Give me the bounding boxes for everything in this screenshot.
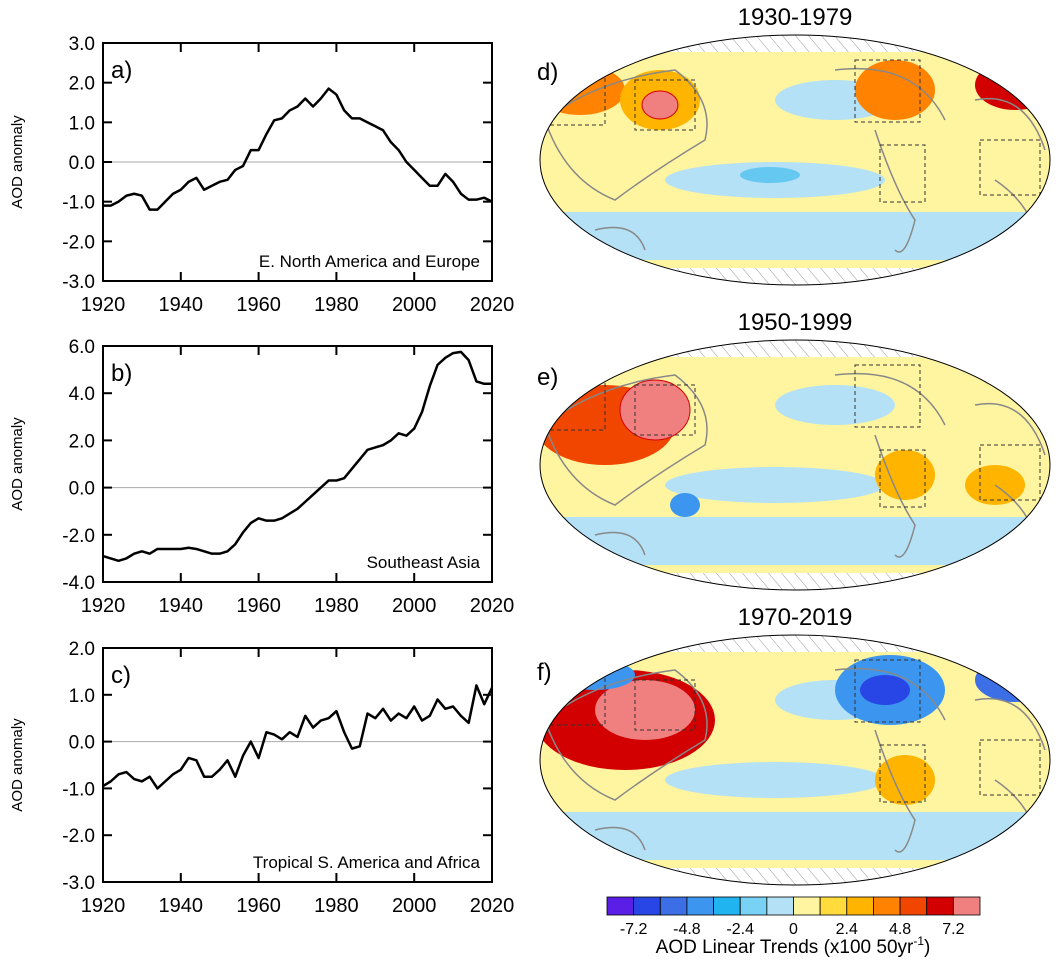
x-tick-label: 1920 [81, 294, 126, 316]
y-tick-label: 2.0 [69, 431, 95, 452]
y-tick-label: 0.0 [69, 479, 95, 500]
y-tick-label: -1.0 [62, 779, 95, 800]
color-swatch [846, 896, 874, 916]
colorbar-label: AOD Linear Trends (x100 50yr-1) [656, 934, 931, 958]
color-swatch [633, 896, 661, 916]
x-tick-label: 1980 [314, 294, 359, 316]
color-swatch [686, 896, 714, 916]
y-tick-label: -2.0 [62, 826, 95, 847]
color-swatch [926, 896, 954, 916]
y-tick-label: 0.0 [69, 733, 95, 754]
color-swatch [606, 896, 635, 916]
x-tick-label: 1940 [159, 595, 204, 617]
x-tick-label: 2020 [470, 595, 515, 617]
x-tick-label: 2000 [392, 895, 437, 917]
region-label: Tropical S. America and Africa [253, 853, 481, 872]
x-tick-label: 1920 [81, 595, 126, 617]
y-tick-label: 1.0 [69, 686, 95, 707]
label-end: ) [924, 937, 930, 958]
colorbar-tick-label: 0 [789, 921, 798, 938]
y-tick-label: 6.0 [69, 337, 95, 358]
region-label: Southeast Asia [367, 553, 481, 572]
region-label: E. North America and Europe [259, 252, 480, 271]
y-tick-label: -1.0 [62, 193, 95, 214]
y-tick-label: -3.0 [62, 873, 95, 894]
x-tick-label: 2000 [392, 294, 437, 316]
colorbar-tick-label: 2.4 [836, 921, 858, 938]
x-tick-label: 1980 [314, 595, 359, 617]
color-swatch [952, 896, 981, 916]
map-title: 1970-2019 [738, 604, 853, 631]
panel-label: c) [111, 662, 131, 689]
color-swatch [873, 896, 901, 916]
y-axis-label: AOD anomaly [9, 115, 26, 209]
colorbar-tick-label: -7.2 [620, 921, 648, 938]
x-tick-label: 2000 [392, 595, 437, 617]
y-tick-label: 4.0 [69, 384, 95, 405]
x-tick-label: 1980 [314, 895, 359, 917]
x-tick-label: 1960 [236, 895, 281, 917]
colorbar-tick-label: -2.4 [726, 921, 754, 938]
y-tick-label: -2.0 [62, 526, 95, 547]
y-tick-label: -2.0 [62, 232, 95, 253]
map-label: f) [537, 659, 552, 686]
y-tick-label: 3.0 [69, 34, 95, 55]
y-tick-label: 1.0 [69, 113, 95, 134]
map-e [539, 339, 1051, 591]
x-tick-label: 1960 [236, 595, 281, 617]
data-line [102, 350, 492, 563]
plot-frame [102, 345, 493, 583]
label-text: AOD Linear Trends (x100 50yr [656, 937, 914, 958]
x-tick-label: 1960 [236, 294, 281, 316]
color-swatch [659, 896, 688, 916]
y-tick-label: 2.0 [69, 639, 95, 660]
plot-frame [102, 647, 493, 883]
color-swatch [713, 896, 741, 916]
panel-label: a) [111, 57, 132, 84]
y-tick-label: 2.0 [69, 74, 95, 95]
colorbar-tick-label: 7.2 [942, 921, 964, 938]
y-axis-label: AOD anomaly [9, 718, 26, 812]
map-f [539, 634, 1051, 886]
y-tick-label: -3.0 [62, 272, 95, 293]
colorbar-tick-label: 4.8 [889, 921, 911, 938]
data-line [102, 684, 494, 790]
color-swatch [739, 896, 768, 916]
map-title: 1950-1999 [738, 309, 853, 336]
color-swatch [899, 896, 928, 916]
x-tick-label: 1940 [159, 294, 204, 316]
map-d [539, 34, 1051, 286]
map-title: 1930-1979 [738, 4, 853, 31]
y-tick-label: 0.0 [69, 153, 95, 174]
panel-label: b) [111, 360, 132, 387]
map-label: e) [537, 364, 558, 391]
x-tick-label: 1920 [81, 895, 126, 917]
y-axis-label: AOD anomaly [9, 417, 26, 511]
x-tick-label: 2020 [470, 294, 515, 316]
y-tick-label: -4.0 [62, 573, 95, 594]
colorbar-tick-label: -4.8 [673, 921, 701, 938]
map-label: d) [537, 59, 558, 86]
color-swatch [766, 896, 794, 916]
x-tick-label: 2020 [470, 895, 515, 917]
color-swatch [793, 896, 821, 916]
x-tick-label: 1940 [159, 895, 204, 917]
label-sup: -1 [913, 934, 924, 948]
data-line [103, 87, 493, 211]
color-swatch [819, 896, 848, 916]
